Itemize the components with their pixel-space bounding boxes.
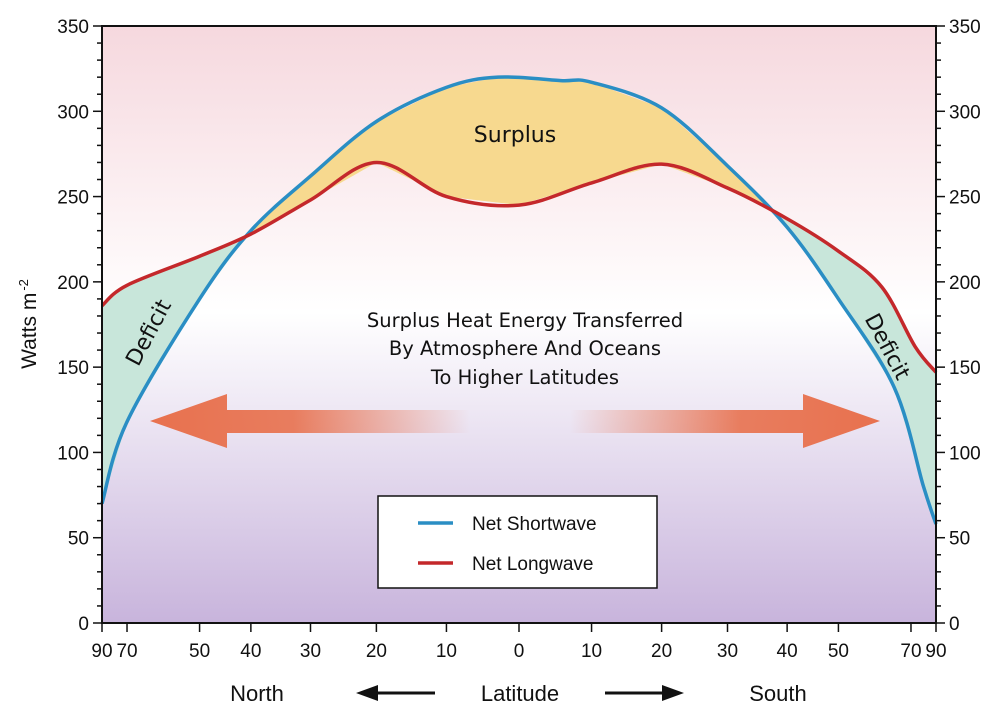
y-tick-label-left: 150: [57, 358, 89, 379]
x-tick-label: 90: [91, 641, 112, 662]
annotation-line-1: Surplus Heat Energy Transferred: [367, 309, 683, 332]
y-tick-label-right: 150: [949, 358, 981, 379]
y-tick-label-right: 100: [949, 443, 981, 464]
latitude-direction: North Latitude South: [230, 681, 807, 706]
y-tick-label-left: 300: [57, 102, 89, 123]
x-tick-label: 70: [116, 641, 137, 662]
y-tick-label-left: 350: [57, 17, 89, 38]
annotation-line-3: To Higher Latitudes: [430, 366, 619, 389]
x-tick-label: 30: [717, 641, 738, 662]
x-tick-label: 10: [581, 641, 602, 662]
annotation-line-2: By Atmosphere And Oceans: [389, 337, 661, 360]
y-tick-label-right: 50: [949, 529, 970, 550]
legend: Net Shortwave Net Longwave: [377, 495, 658, 589]
net-longwave-line: [100, 160, 938, 374]
x-tick-label: 40: [777, 641, 798, 662]
legend-box: [377, 495, 658, 589]
latitude-label: Latitude: [481, 681, 559, 706]
y-tick-label-right: 350: [949, 17, 981, 38]
y-tick-label-left: 200: [57, 273, 89, 294]
y-tick-label-right: 300: [949, 102, 981, 123]
x-tick-label: 20: [651, 641, 672, 662]
legend-label-shortwave: Net Shortwave: [472, 514, 597, 535]
surplus-label: Surplus: [474, 123, 556, 148]
y-tick-label-left: 100: [57, 443, 89, 464]
x-tick-label: 40: [240, 641, 261, 662]
y-axis-left: 0 50 100 150 200 250 300 350: [57, 17, 102, 635]
y-axis-label: Watts m-2: [16, 279, 41, 369]
x-tick-label: 20: [366, 641, 387, 662]
x-tick-label: 50: [189, 641, 210, 662]
north-label: North: [230, 681, 284, 706]
surplus-region: [247, 77, 770, 236]
y-tick-label-left: 0: [78, 614, 89, 635]
y-tick-label-right: 0: [949, 614, 960, 635]
y-tick-label-left: 50: [68, 529, 89, 550]
deficit-region-north: [102, 235, 247, 504]
transfer-annotation: Surplus Heat Energy Transferred By Atmos…: [367, 309, 683, 389]
legend-label-longwave: Net Longwave: [472, 554, 593, 575]
x-tick-label: 50: [828, 641, 849, 662]
y-tick-label-left: 250: [57, 188, 89, 209]
transfer-arrows: [150, 394, 880, 448]
x-axis: 90 70 50 40 30 20 10 0 10 20 30 40 50 70 90: [91, 623, 947, 662]
y-tick-label-right: 200: [949, 273, 981, 294]
transfer-arrow-north: [150, 394, 470, 448]
arrow-right-head-icon: [662, 685, 684, 701]
deficit-region-south: [770, 210, 936, 525]
x-tick-label: 0: [514, 641, 525, 662]
net-shortwave-line: [100, 75, 938, 525]
x-tick-label: 10: [436, 641, 457, 662]
transfer-arrow-south: [570, 394, 880, 448]
y-tick-label-right: 250: [949, 188, 981, 209]
x-tick-label: 70: [900, 641, 921, 662]
x-tick-label: 90: [925, 641, 946, 662]
south-label: South: [749, 681, 807, 706]
y-axis-right: 0 50 100 150 200 250 300 350: [936, 17, 981, 635]
x-tick-label: 30: [300, 641, 321, 662]
arrow-left-head-icon: [356, 685, 378, 701]
